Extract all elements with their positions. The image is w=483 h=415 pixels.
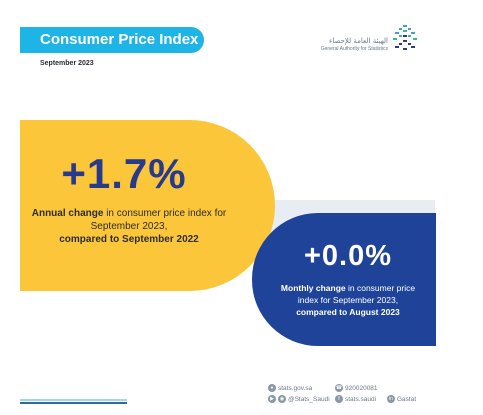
footer-social[interactable]: ▶ ◉ @Stats_Saudi: [268, 395, 330, 403]
facebook-text: stats.saudi: [345, 395, 377, 403]
monthly-desc-lead: Monthly change: [280, 283, 346, 293]
annual-change-value: +1.7%: [61, 150, 187, 197]
page-title: Consumer Price Index: [20, 27, 204, 53]
annual-desc-body: in consumer price index for September 20…: [90, 208, 227, 232]
linkedin-text: Gastat: [397, 395, 417, 403]
instagram-icon: ◉: [278, 395, 286, 403]
phone-icon: ☎: [335, 384, 343, 392]
youtube-icon: ▶: [268, 395, 276, 403]
social-handle-text: @Stats_Saudi: [288, 395, 330, 403]
annual-change-description: Annual change in consumer price index fo…: [30, 207, 228, 246]
monthly-change-card: [252, 213, 436, 346]
monthly-change-value: +0.0%: [303, 240, 393, 272]
logo-text: الهيئة العامة للإحصاء General Authority …: [278, 37, 388, 53]
website-text: stats.gov.sa: [278, 384, 313, 392]
logo-name-english: General Authority for Statistics: [320, 46, 388, 52]
annual-change-card: [20, 120, 275, 291]
annual-desc-comparison: compared to September 2022: [59, 234, 199, 245]
monthly-desc-body: in consumer price index for September 20…: [297, 283, 416, 305]
footer-website[interactable]: ● stats.gov.sa: [268, 384, 312, 392]
footer-phone[interactable]: ☎ 920020081: [335, 384, 378, 392]
phone-text: 920020081: [345, 384, 378, 392]
footer-facebook[interactable]: f stats.saudi: [335, 395, 376, 403]
annual-desc-lead: Annual change: [31, 208, 104, 219]
facebook-icon: f: [335, 395, 343, 403]
footer-linkedin[interactable]: in Gastat: [387, 395, 416, 403]
footer-rule: [20, 399, 127, 401]
report-date: September 2023: [40, 60, 94, 67]
gastat-logo-icon: [393, 25, 417, 50]
linkedin-icon: in: [387, 395, 395, 403]
monthly-change-description: Monthly change in consumer price index f…: [270, 282, 426, 318]
globe-icon: ●: [268, 384, 276, 392]
footer-rule-dark: [20, 402, 127, 404]
logo-name-arabic: الهيئة العامة للإحصاء: [329, 37, 388, 45]
monthly-desc-comparison: compared to August 2023: [296, 307, 400, 317]
